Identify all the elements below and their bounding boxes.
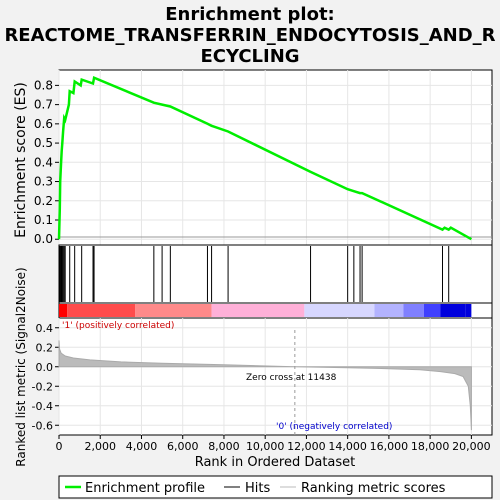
color-band-segment [67,304,136,317]
zero-cross-label: Zero cross at 11438 [246,373,337,383]
legend-metric-label: Ranking metric scores [301,481,446,496]
legend-hits-label: Hits [245,481,270,496]
es-y-tick-label: 0.2 [34,194,53,208]
es-y-tick-label: 0.6 [34,117,53,131]
chart-legend: Enrichment profile Hits Ranking metric s… [58,475,493,499]
x-tick-label: 6,000 [167,440,199,453]
hits-tick-marks [59,246,450,302]
color-band-segment [465,304,472,317]
metric-y-tick-label: 0.4 [36,322,54,335]
color-band-segment [59,304,68,317]
es-y-tick-label: 0.5 [34,136,53,150]
color-band-segment [423,304,441,317]
positive-correlated-label: '1' (positively correlated) [62,321,174,331]
es-y-tick-label: 0.1 [34,213,53,227]
x-tick-label: 14,000 [328,440,367,453]
x-tick-label: 18,000 [411,440,450,453]
x-tick-label: 8,000 [208,440,240,453]
es-y-tick-label: 0.3 [34,175,53,189]
metric-y-tick-label: 0.0 [36,361,54,374]
color-band-segment [403,304,424,317]
es-y-tick-label: 0.8 [34,78,53,92]
es-panel-gridlines [58,70,492,245]
color-band-segment [440,304,466,317]
es-panel-y-label: Enrichment score (ES) [13,82,29,238]
metric-y-tick-label: 0.2 [36,341,54,354]
chart-title-line-1: Enrichment plot: [165,4,335,25]
metric-panel-y-ticks: -0.6 -0.4 -0.2 0.0 0.2 0.4 [32,322,59,432]
color-band-segment [374,304,404,317]
color-band-segment [135,304,212,317]
legend-frame [58,475,493,499]
es-y-tick-label: 0.7 [34,98,53,112]
color-band-segment [304,304,375,317]
x-tick-label: 20,000 [452,440,491,453]
chart-title-line-2: REACTOME_TRANSFERRIN_ENDOCYTOSIS_AND_R [4,25,495,46]
metric-y-tick-label: -0.4 [32,400,53,413]
es-y-tick-label: 0.0 [34,232,53,246]
es-panel-y-ticks: 0.0 0.1 0.2 0.3 0.4 0.5 0.6 0.7 0.8 [34,78,59,246]
x-tick-label: 12,000 [287,440,326,453]
chart-title: Enrichment plot: REACTOME_TRANSFERRIN_EN… [4,4,495,67]
hits-panel-frame [58,244,493,304]
x-tick-label: 10,000 [246,440,285,453]
es-y-tick-label: 0.4 [34,155,53,169]
color-band-segment [211,304,305,317]
x-tick-label: 0 [56,440,63,453]
x-tick-label: 4,000 [126,440,158,453]
legend-enrichment-label: Enrichment profile [85,481,205,496]
enrichment-profile-line [57,75,473,241]
es-panel-frame [58,69,493,246]
metric-panel-y-label: Ranked list metric (Signal2Noise) [14,267,28,466]
x-axis-ticks: 0 2,000 4,000 6,000 8,000 10,000 12,000 14,000 1… [56,435,491,453]
ranked-list-color-band [59,304,472,317]
negative-correlated-label: '0' (negatively correlated) [276,422,392,432]
chart-title-line-3: ECYCLING [200,46,299,67]
ranking-metric-area [58,340,472,431]
metric-panel-frame [58,317,493,436]
metric-y-tick-label: -0.2 [32,380,53,393]
x-axis-label: Rank in Ordered Dataset [195,455,356,470]
metric-y-tick-label: -0.6 [32,419,53,432]
x-tick-label: 16,000 [370,440,409,453]
x-tick-label: 2,000 [84,440,116,453]
